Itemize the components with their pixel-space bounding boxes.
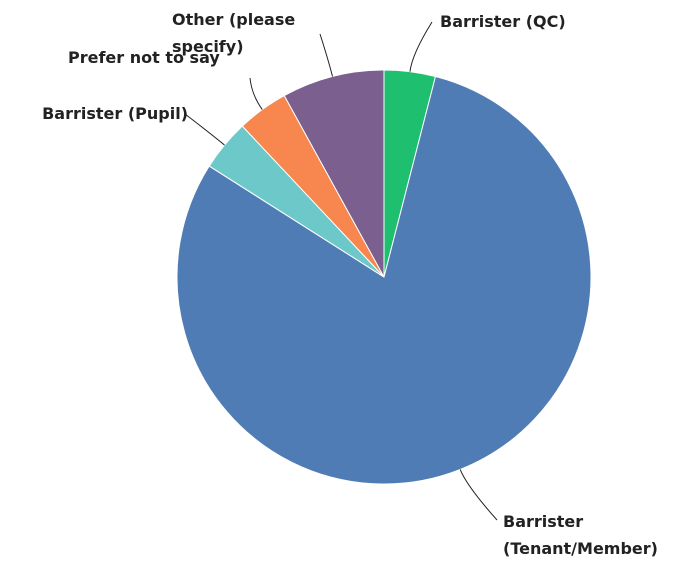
pie-slice — [283, 69, 385, 278]
slice-label: Barrister (Tenant/Member) — [503, 512, 658, 558]
leader-line — [409, 21, 433, 72]
leader-line — [249, 77, 263, 110]
leader-line — [184, 113, 225, 146]
slice-label: Barrister (QC) — [440, 12, 566, 31]
slice-label: Other (please specify) — [172, 10, 296, 56]
slice-label: Barrister (Pupil) — [42, 104, 188, 123]
slice-label: Prefer not to say — [68, 48, 220, 67]
leader-line — [459, 469, 498, 521]
pie-slice — [176, 75, 592, 485]
leader-line — [319, 33, 334, 77]
